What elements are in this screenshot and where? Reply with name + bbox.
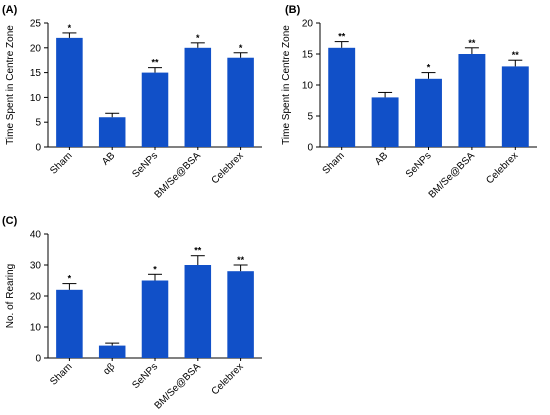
panel-2-bar-1 (98, 345, 126, 358)
panel-1-y-tick-label: 0 (307, 143, 313, 154)
panel-2-y-tick-label: 0 (35, 354, 41, 365)
panel-0-significance-3: * (196, 33, 200, 43)
panel-0-bar-1 (98, 117, 126, 147)
panel-1-y-axis-label: Time Spent in Centre Zone (281, 25, 292, 145)
panel-1-category-label-3: BM/Se@BSA (427, 150, 478, 201)
panel-2-bar-3 (184, 265, 212, 358)
panel-2-bar-0 (56, 289, 83, 358)
panel-0-category-label-4: Celebrex (210, 150, 246, 186)
panel-0-significance-0: * (68, 23, 72, 33)
panel-1-panel-label: (B) (285, 4, 301, 16)
panel-1-bar-2 (415, 78, 442, 147)
panel-2-category-label-2: SeNPs (130, 361, 160, 391)
panel-2-bar-4 (227, 271, 254, 358)
panel-0-category-label-2: SeNPs (130, 150, 160, 180)
panel-0-significance-2: ** (151, 58, 159, 68)
panel-1-y-tick-label: 10 (302, 81, 314, 92)
panel-1-significance-3: ** (468, 38, 476, 48)
panel-0-y-tick-label: 5 (35, 118, 41, 129)
panel-2-category-label-0: Sham (48, 361, 74, 387)
panel-1-significance-2: * (427, 63, 431, 73)
panel-0-significance-4: * (239, 43, 243, 53)
panel-1-category-label-0: Sham (321, 150, 347, 176)
panel-1-bar-3 (458, 54, 486, 147)
panel-a-chart: (A) 0 5 10 15 20 25 Time Spent in Centre Zone * S… (2, 4, 262, 201)
panel-0-category-label-3: BM/Se@BSA (153, 150, 204, 201)
panel-1-bar-4 (501, 66, 529, 147)
panel-0-panel-label: (A) (2, 4, 18, 16)
panel-2-y-tick-label: 40 (30, 230, 42, 241)
panel-1-significance-4: ** (512, 50, 520, 60)
panel-0-y-axis-label: Time Spent in Centre Zone (5, 25, 16, 145)
panel-1-bar-1 (371, 97, 399, 147)
panel-0-bar-0 (56, 37, 83, 147)
panel-0-category-label-1: AB (100, 150, 117, 167)
panel-0-y-tick-label: 25 (30, 19, 42, 30)
panel-2-bar-2 (141, 280, 169, 358)
panel-c-chart: (C) 0 10 20 30 40 No. of Rearing * Sham αβ * SeNPs *… (2, 215, 262, 412)
panel-1-category-label-1: AB (373, 150, 390, 167)
panel-1-y-tick-label: 5 (307, 112, 313, 123)
panel-2-significance-3: ** (194, 246, 202, 256)
panel-1-y-tick-label: 20 (302, 19, 314, 30)
panel-0-y-tick-label: 20 (30, 43, 42, 54)
panel-2-significance-2: * (153, 264, 157, 274)
panel-0-bar-4 (227, 57, 254, 147)
panel-0-bar-2 (141, 72, 169, 147)
panel-1-category-label-2: SeNPs (404, 150, 434, 180)
panel-0-category-label-0: Sham (48, 150, 74, 176)
panel-2-y-tick-label: 10 (30, 323, 42, 334)
panel-2-significance-4: ** (237, 255, 245, 265)
panel-0-y-tick-label: 10 (30, 93, 42, 104)
panel-2-y-tick-label: 30 (30, 261, 42, 272)
panel-2-panel-label: (C) (2, 215, 18, 227)
panel-2-y-axis-label: No. of Rearing (5, 264, 16, 328)
panel-2-significance-0: * (68, 274, 72, 284)
panel-b-chart: (B) 0 5 10 15 20 Time Spent in Centre Zone ** Sh… (281, 4, 537, 201)
panel-2-y-tick-label: 20 (30, 292, 42, 303)
panel-2-category-label-3: BM/Se@BSA (153, 361, 204, 412)
panel-1-significance-0: ** (338, 32, 346, 42)
panel-1-y-tick-label: 15 (302, 50, 314, 61)
panel-1-category-label-4: Celebrex (484, 150, 520, 186)
panel-0-bar-3 (184, 47, 212, 147)
panel-0-y-tick-label: 15 (30, 68, 42, 79)
panel-1-bar-0 (328, 47, 356, 147)
panel-2-category-label-4: Celebrex (210, 361, 246, 397)
panel-0-y-tick-label: 0 (35, 143, 41, 154)
panel-2-category-label-1: αβ (101, 361, 117, 377)
